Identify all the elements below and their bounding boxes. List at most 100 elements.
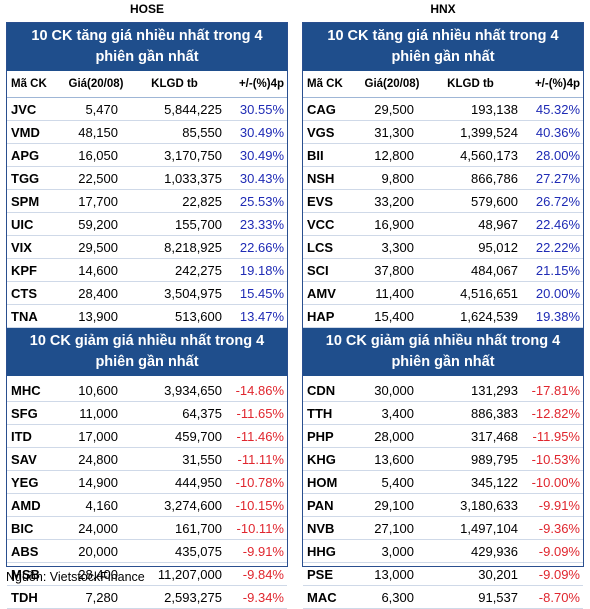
change-cell: -9.34% bbox=[242, 589, 284, 605]
volume-cell: 866,786 bbox=[471, 170, 518, 186]
volume-cell: 8,218,925 bbox=[164, 239, 222, 255]
price-cell: 7,280 bbox=[85, 589, 118, 605]
table-row: NSH 9,800 866,786 27.27% bbox=[303, 167, 583, 190]
change-cell: 22.22% bbox=[535, 239, 580, 255]
table-row: VMD 48,150 85,550 30.49% bbox=[7, 121, 287, 144]
price-cell: 28,400 bbox=[78, 285, 118, 301]
change-cell: -10.00% bbox=[531, 474, 580, 490]
table-row: YEG 14,900 444,950 -10.78% bbox=[7, 471, 287, 494]
ticker-cell: EVS bbox=[307, 193, 334, 209]
volume-cell: 2,593,275 bbox=[164, 589, 222, 605]
ticker-cell: SAV bbox=[11, 451, 37, 467]
change-cell: 28.00% bbox=[535, 147, 580, 163]
volume-cell: 155,700 bbox=[175, 216, 222, 232]
price-cell: 11,400 bbox=[375, 285, 414, 301]
price-cell: 11,000 bbox=[79, 405, 118, 421]
price-cell: 5,400 bbox=[381, 474, 414, 490]
table-row: MHC 10,600 3,934,650 -14.86% bbox=[7, 379, 287, 402]
price-cell: 22,500 bbox=[78, 170, 118, 186]
volume-cell: 444,950 bbox=[175, 474, 222, 490]
change-cell: -9.91% bbox=[242, 543, 284, 559]
price-cell: 48,150 bbox=[78, 124, 118, 140]
change-cell: -9.09% bbox=[538, 566, 580, 582]
price-cell: 14,900 bbox=[78, 474, 118, 490]
hose-panel: 10 CK tăng giá nhiều nhất trong 4 phiên … bbox=[6, 22, 288, 609]
table-row: VIX 29,500 8,218,925 22.66% bbox=[7, 236, 287, 259]
change-cell: -11.11% bbox=[237, 451, 285, 467]
column-header: KLGD tb bbox=[447, 78, 494, 90]
price-cell: 29,500 bbox=[374, 101, 414, 117]
price-cell: 33,200 bbox=[374, 193, 414, 209]
change-cell: -8.70% bbox=[538, 589, 580, 605]
table-row: HOM 5,400 345,122 -10.00% bbox=[303, 471, 583, 494]
change-cell: 30.49% bbox=[239, 147, 284, 163]
change-cell: -9.09% bbox=[538, 543, 580, 559]
ticker-cell: HHG bbox=[307, 543, 336, 559]
ticker-cell: LCS bbox=[307, 239, 333, 255]
change-cell: 22.66% bbox=[239, 239, 284, 255]
price-cell: 27,100 bbox=[374, 520, 414, 536]
change-cell: 19.38% bbox=[535, 308, 580, 324]
table-row: ABS 20,000 435,075 -9.91% bbox=[7, 540, 287, 563]
change-cell: 19.18% bbox=[239, 262, 284, 278]
table-row: TNA 13,900 513,600 13.47% bbox=[7, 305, 287, 328]
price-cell: 37,800 bbox=[374, 262, 414, 278]
hnx-losers-header: 10 CK giảm giá nhiều nhất trong 4 phiên … bbox=[303, 328, 583, 376]
table-row: SAV 24,800 31,550 -11.11% bbox=[7, 448, 287, 471]
price-cell: 13,900 bbox=[78, 308, 118, 324]
table-row: SPM 17,700 22,825 25.53% bbox=[7, 190, 287, 213]
ticker-cell: BII bbox=[307, 147, 324, 163]
column-header: Giá(20/08) bbox=[364, 78, 420, 90]
volume-cell: 4,560,173 bbox=[460, 147, 518, 163]
change-cell: 13.47% bbox=[239, 308, 284, 324]
volume-cell: 242,275 bbox=[175, 262, 222, 278]
ticker-cell: JVC bbox=[11, 101, 37, 117]
price-cell: 3,000 bbox=[381, 543, 414, 559]
table-row: JVC 5,470 5,844,225 30.55% bbox=[7, 98, 287, 121]
ticker-cell: VCC bbox=[307, 216, 335, 232]
ticker-cell: PHP bbox=[307, 428, 334, 444]
price-cell: 24,000 bbox=[78, 520, 118, 536]
volume-cell: 11,207,000 bbox=[157, 566, 222, 582]
price-cell: 28,400 bbox=[78, 566, 118, 582]
ticker-cell: CTS bbox=[11, 285, 37, 301]
table-row: CAG 29,500 193,138 45.32% bbox=[303, 98, 583, 121]
volume-cell: 193,138 bbox=[471, 101, 518, 117]
ticker-cell: TTH bbox=[307, 405, 333, 421]
table-row: ITD 17,000 459,700 -11.46% bbox=[7, 425, 287, 448]
ticker-cell: MAC bbox=[307, 589, 337, 605]
change-cell: 21.15% bbox=[535, 262, 580, 278]
table-row: TDH 7,280 2,593,275 -9.34% bbox=[7, 586, 287, 609]
volume-cell: 30,201 bbox=[478, 566, 518, 582]
column-header: +/-(%)4p bbox=[534, 78, 580, 90]
volume-cell: 3,180,633 bbox=[460, 497, 518, 513]
price-cell: 17,700 bbox=[78, 193, 118, 209]
ticker-cell: AMV bbox=[307, 285, 336, 301]
ticker-cell: SCI bbox=[307, 262, 329, 278]
volume-cell: 513,600 bbox=[175, 308, 222, 324]
ticker-cell: HOM bbox=[307, 474, 338, 490]
column-header-row: Mã CK Giá(20/08) KLGD tb +/-(%)4p bbox=[7, 71, 287, 98]
table-row: MAC 6,300 91,537 -8.70% bbox=[303, 586, 583, 609]
volume-cell: 1,497,104 bbox=[460, 520, 518, 536]
table-row: PSE 13,000 30,201 -9.09% bbox=[303, 563, 583, 586]
volume-cell: 989,795 bbox=[471, 451, 518, 467]
change-cell: 40.36% bbox=[535, 124, 580, 140]
hnx-gainers-header: 10 CK tăng giá nhiều nhất trong 4 phiên … bbox=[303, 23, 583, 71]
ticker-cell: ABS bbox=[11, 543, 39, 559]
ticker-cell: CDN bbox=[307, 382, 336, 398]
ticker-cell: APG bbox=[11, 147, 40, 163]
table-row: PHP 28,000 317,468 -11.95% bbox=[303, 425, 583, 448]
ticker-cell: HAP bbox=[307, 308, 335, 324]
table-row: APG 16,050 3,170,750 30.49% bbox=[7, 144, 287, 167]
table-row: TGG 22,500 1,033,375 30.43% bbox=[7, 167, 287, 190]
change-cell: 27.27% bbox=[535, 170, 580, 186]
price-cell: 3,400 bbox=[381, 405, 414, 421]
ticker-cell: KHG bbox=[307, 451, 336, 467]
price-cell: 5,470 bbox=[85, 101, 118, 117]
table-row: CTS 28,400 3,504,975 15.45% bbox=[7, 282, 287, 305]
table-row: VGS 31,300 1,399,524 40.36% bbox=[303, 121, 583, 144]
volume-cell: 85,550 bbox=[182, 124, 222, 140]
volume-cell: 579,600 bbox=[471, 193, 518, 209]
price-cell: 3,300 bbox=[381, 239, 414, 255]
